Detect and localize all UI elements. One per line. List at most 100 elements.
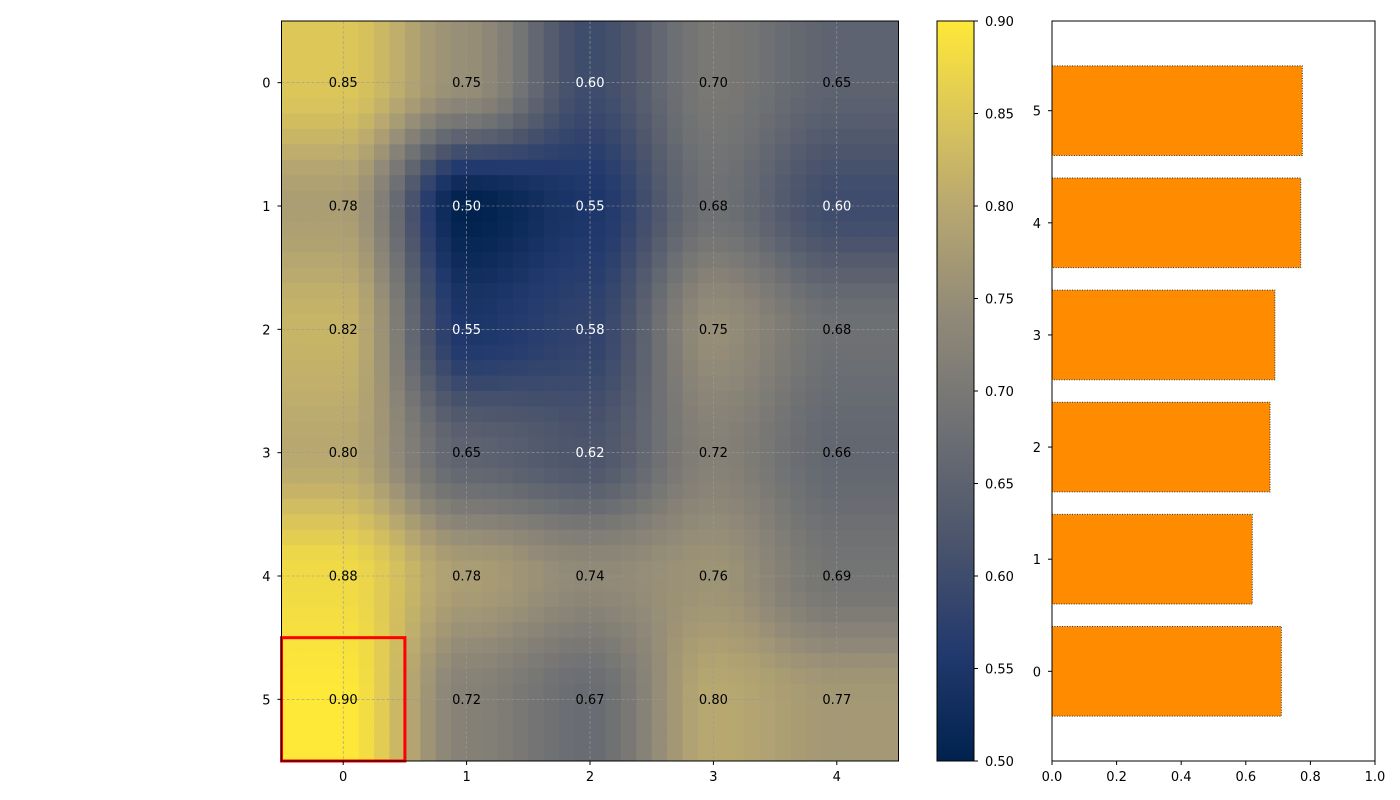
heatmap-pixel xyxy=(713,144,730,161)
heatmap-pixel xyxy=(358,745,375,761)
heatmap-pixel xyxy=(590,622,607,639)
heatmap-pixel xyxy=(852,313,869,330)
heatmap-pixel xyxy=(667,576,684,593)
heatmap-pixel xyxy=(482,576,499,593)
heatmap-pixel xyxy=(327,267,344,284)
heatmap-pixel xyxy=(528,113,545,130)
heatmap-pixel xyxy=(836,159,853,176)
heatmap-pixel xyxy=(667,730,684,747)
heatmap-pixel xyxy=(528,221,545,238)
heatmap-pixel xyxy=(512,98,529,115)
heatmap-pixel xyxy=(697,21,715,38)
heatmap-pixel xyxy=(466,468,483,485)
heatmap-pixel xyxy=(327,622,344,639)
heatmap-pixel xyxy=(590,452,607,469)
heatmap-pixel xyxy=(512,699,529,716)
heatmap-pixel xyxy=(805,98,822,115)
heatmap-pixel xyxy=(651,591,668,608)
heatmap-pixel xyxy=(528,360,545,377)
heatmap-pixel xyxy=(512,190,529,207)
heatmap-pixel xyxy=(389,298,406,315)
heatmap-pixel xyxy=(512,468,529,485)
heatmap-pixel xyxy=(389,452,406,469)
heatmap-pixel xyxy=(435,699,452,716)
heatmap-pixel xyxy=(343,468,360,485)
heatmap-pixel xyxy=(327,221,344,238)
heatmap-pixel xyxy=(790,236,807,253)
heatmap-pixel xyxy=(667,36,684,53)
heatmap-pixel xyxy=(651,514,668,531)
heatmap-pixel xyxy=(497,576,514,593)
heatmap-pixel xyxy=(682,653,699,670)
heatmap-pixel xyxy=(559,622,576,639)
heatmap-pixel xyxy=(466,745,483,761)
heatmap-pixel xyxy=(358,452,375,469)
heatmap-pixel xyxy=(358,714,375,731)
heatmap-pixel xyxy=(528,529,545,546)
heatmap-pixel xyxy=(482,498,499,515)
colorbar: 0.500.550.600.650.700.750.800.850.90 xyxy=(936,15,1014,770)
heatmap-pixel xyxy=(296,298,313,315)
heatmap-pixel xyxy=(374,421,391,438)
heatmap-pixel xyxy=(805,391,822,408)
heatmap-pixel xyxy=(620,498,637,515)
heatmap-pixel xyxy=(728,190,745,207)
heatmap-pixel xyxy=(775,21,792,38)
heatmap-pixel xyxy=(775,468,792,485)
heatmap-pixel xyxy=(358,51,375,68)
heatmap-pixel xyxy=(574,236,591,253)
heatmap-pixel xyxy=(836,406,853,423)
heatmap-pixel xyxy=(358,437,375,454)
heatmap-pixel xyxy=(651,206,668,223)
heatmap-pixel xyxy=(883,483,899,500)
heatmap-pixel xyxy=(559,375,576,392)
heatmap-pixel xyxy=(605,745,622,761)
heatmap-pixel xyxy=(543,406,560,423)
heatmap-pixel xyxy=(281,637,298,654)
heatmap-pixel xyxy=(620,159,637,176)
heatmap-pixel xyxy=(744,344,761,361)
heatmap-pixel xyxy=(790,375,807,392)
heatmap-pixel xyxy=(281,545,298,562)
heatmap-pixel xyxy=(836,298,853,315)
heatmap-pixel xyxy=(821,159,838,176)
heatmap-pixel xyxy=(590,730,607,747)
heatmap-pixel xyxy=(759,344,776,361)
heatmap-pixel xyxy=(389,313,406,330)
heatmap-pixel xyxy=(590,714,607,731)
heatmap-pixel xyxy=(790,437,807,454)
colorbar-tick-label: 0.70 xyxy=(985,385,1014,400)
heatmap-pixel xyxy=(420,236,437,253)
heatmap-pixel xyxy=(759,606,776,623)
heatmap-pixel xyxy=(682,67,699,84)
heatmap-pixel xyxy=(682,514,699,531)
heatmap-pixel xyxy=(605,128,622,145)
heatmap-pixel xyxy=(296,668,313,685)
heatmap-pixel xyxy=(281,190,298,207)
heatmap-pixel xyxy=(883,206,899,223)
heatmap-pixel xyxy=(528,668,545,685)
heatmap-pixel xyxy=(682,668,699,685)
heatmap-pixel xyxy=(358,421,375,438)
heatmap-pixel xyxy=(497,437,514,454)
heatmap-pixel xyxy=(374,98,391,115)
heatmap-pixel xyxy=(559,221,576,238)
heatmap-pixel xyxy=(605,483,622,500)
heatmap-pixel xyxy=(312,51,329,68)
heatmap-pixel xyxy=(574,375,591,392)
heatmap-pixel xyxy=(805,637,822,654)
heatmap-pixel xyxy=(744,452,761,469)
heatmap-pixel xyxy=(620,591,637,608)
heatmap-pixel xyxy=(404,514,421,531)
heatmap-pixel xyxy=(605,421,622,438)
heatmap-pixel xyxy=(528,21,545,38)
heatmap-pixel xyxy=(466,236,483,253)
heatmap-pixel xyxy=(482,391,499,408)
heatmap-pixel xyxy=(374,483,391,500)
heatmap-pixel xyxy=(805,483,822,500)
heatmap-pixel xyxy=(836,252,853,269)
heatmap-pixel xyxy=(435,329,452,346)
y-tick-label: 2 xyxy=(262,323,270,338)
heatmap-pixel xyxy=(590,529,607,546)
heatmap-pixel xyxy=(543,375,560,392)
